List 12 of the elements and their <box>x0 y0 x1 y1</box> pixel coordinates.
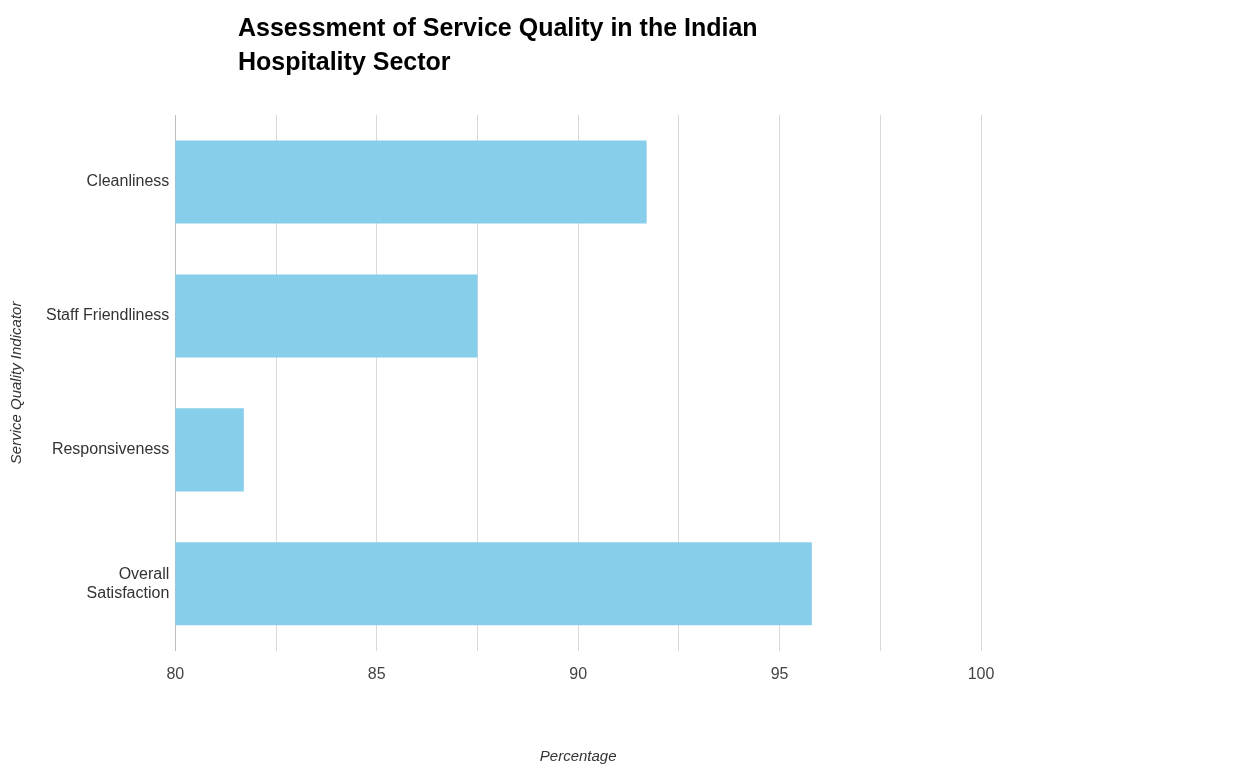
x-tick-label: 85 <box>367 664 386 682</box>
x-axis-title: Percentage <box>539 747 617 765</box>
chart-title: Assessment of Service Quality in the Indian Hospitality Sector <box>238 12 759 77</box>
y-tick-label: Responsiveness <box>51 440 170 458</box>
y-tick-label: Overall Satisfaction <box>86 564 170 601</box>
y-tick-label: Cleanliness <box>86 172 170 190</box>
x-tick-label: 80 <box>166 664 185 682</box>
x-tick-label: 95 <box>770 664 789 682</box>
x-tick-label: 90 <box>569 664 588 682</box>
x-tick-label: 100 <box>967 664 995 682</box>
y-tick-label: Staff Friendliness <box>45 306 170 324</box>
y-axis-title: Service Quality Indicator <box>7 300 25 465</box>
